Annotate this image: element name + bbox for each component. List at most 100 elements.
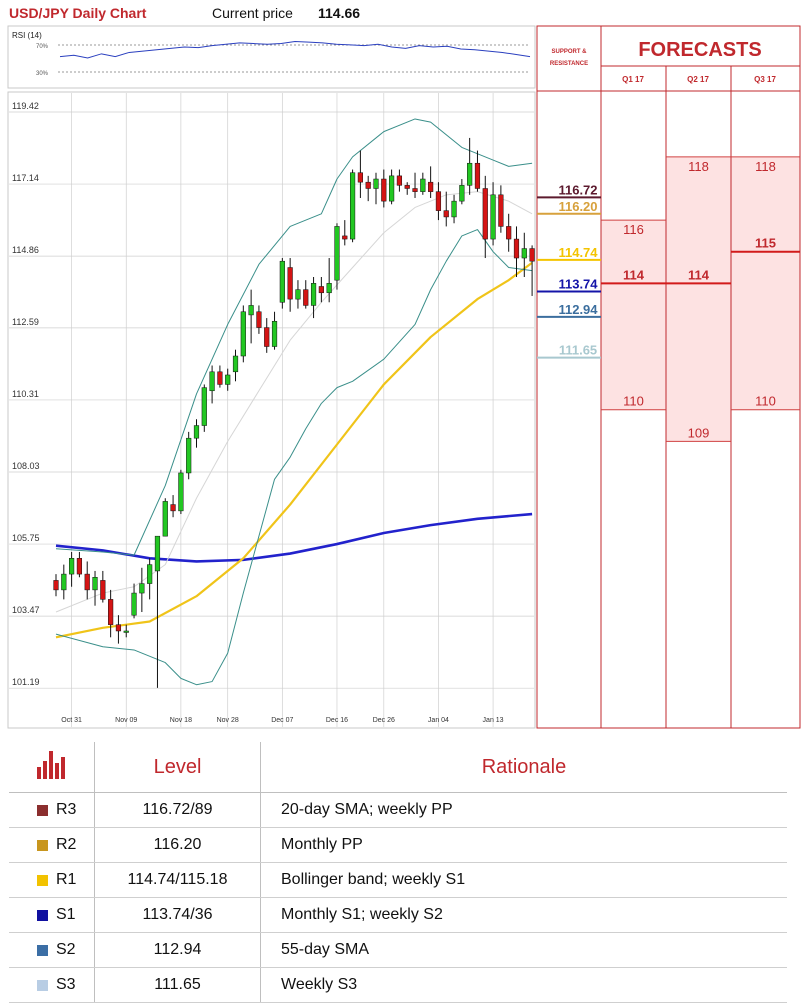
candle-body xyxy=(451,200,457,218)
candle xyxy=(381,169,387,208)
candle xyxy=(154,535,161,688)
bar-chart-icon xyxy=(36,751,65,779)
candle xyxy=(76,551,83,578)
x-tick-label: Nov 18 xyxy=(170,717,192,724)
table-row: R3 116.72/89 20-day SMA; weekly PP xyxy=(9,792,787,828)
sr-level-label: 116.72 xyxy=(558,182,597,197)
row-level: 113.74/36 xyxy=(94,897,261,933)
candle xyxy=(451,194,457,224)
chart-area: USD/JPY Daily Chart Current price 114.66… xyxy=(7,5,801,729)
candle-body xyxy=(373,178,379,189)
y-tick-label: 108.03 xyxy=(12,461,40,471)
candle xyxy=(232,349,239,382)
candle xyxy=(365,175,371,202)
candle-body xyxy=(467,162,473,186)
rsi-label: RSI (14) xyxy=(12,31,42,40)
candle xyxy=(287,258,293,312)
candle xyxy=(420,172,426,195)
candle-body xyxy=(92,577,98,591)
y-tick-label: 101.19 xyxy=(12,677,40,687)
row-rationale: Monthly S1; weekly S2 xyxy=(260,897,787,933)
row-label: R2 xyxy=(56,836,77,853)
candle-body xyxy=(115,624,122,632)
candle xyxy=(240,305,246,363)
candle xyxy=(92,570,98,606)
row-label: S1 xyxy=(56,906,76,923)
candle-body xyxy=(154,535,161,572)
x-tick-label: Oct 31 xyxy=(61,717,82,724)
candle-body xyxy=(357,172,363,183)
candle-body xyxy=(100,580,106,600)
candle-body xyxy=(443,210,449,218)
candle xyxy=(326,258,332,303)
y-tick-labels: 119.42 117.14 114.86 112.59 110.31 108.03 105.… xyxy=(12,101,40,687)
rationale-header: Rationale xyxy=(260,742,787,793)
candle-body xyxy=(193,425,200,439)
row-rationale: Monthly PP xyxy=(260,827,787,863)
series-line xyxy=(55,118,533,556)
x-tick-label: Dec 16 xyxy=(326,717,348,724)
forecasts-title: FORECASTS xyxy=(638,39,761,61)
row-rationale: Bollinger band; weekly S1 xyxy=(260,862,787,898)
candle xyxy=(521,232,527,277)
swatch-s1 xyxy=(37,909,48,921)
candle xyxy=(357,150,363,198)
candle-body xyxy=(513,238,520,259)
candle-body xyxy=(326,283,332,294)
candle-body xyxy=(162,501,168,537)
candle xyxy=(443,191,449,227)
candle-body xyxy=(482,188,488,240)
table-header-icon-cell xyxy=(9,742,95,793)
sr-levels: 116.72 116.20 114.74 113.74 112.94 111.65 xyxy=(537,182,601,359)
sr-label-1: SUPPORT & xyxy=(551,49,587,55)
candle-body xyxy=(232,355,239,373)
row-label: R3 xyxy=(56,801,77,818)
candle xyxy=(123,624,129,638)
price-value: 114.66 xyxy=(318,5,360,21)
candle xyxy=(115,615,122,644)
candle-body xyxy=(287,267,293,300)
candle xyxy=(389,169,395,205)
candle-layer xyxy=(53,137,535,688)
candle-body xyxy=(240,311,246,357)
candle-body xyxy=(76,558,83,575)
candle xyxy=(256,305,262,334)
forecast-low-label: 110 xyxy=(623,394,644,409)
y-tick-label: 105.75 xyxy=(12,533,40,543)
candle-body xyxy=(178,472,184,512)
candle-body xyxy=(303,289,309,306)
candle xyxy=(264,318,270,353)
series-line xyxy=(55,261,533,639)
candle-body xyxy=(123,630,129,633)
y-tick-label: 117.14 xyxy=(12,173,39,183)
candle-body xyxy=(264,327,270,347)
candle xyxy=(271,311,278,350)
candle-body xyxy=(498,194,504,227)
candle xyxy=(201,384,207,432)
x-tick-labels: Oct 31 Nov 09 Nov 18 Nov 28 Dec 07 Dec 16 Dec … xyxy=(61,717,503,724)
swatch-r2 xyxy=(37,839,48,851)
y-tick-label: 114.86 xyxy=(12,245,39,255)
row-label: R1 xyxy=(56,871,77,888)
y-tick-label: 119.42 xyxy=(12,101,39,111)
row-level: 111.65 xyxy=(94,967,261,1003)
swatch-r3 xyxy=(37,804,48,816)
row-rationale: 55-day SMA xyxy=(260,932,787,968)
table-row: R2 116.20 Monthly PP xyxy=(9,827,787,863)
col-header-q1: Q1 17 xyxy=(622,75,644,84)
candle xyxy=(295,280,301,309)
candle xyxy=(61,564,67,600)
candle xyxy=(139,567,145,613)
col-header-q3: Q3 17 xyxy=(754,75,776,84)
row-rationale: Weekly S3 xyxy=(260,967,787,1003)
candle xyxy=(513,226,520,277)
sr-level-label: 114.74 xyxy=(558,245,598,260)
candle-body xyxy=(381,178,387,202)
candle xyxy=(193,419,200,448)
candle xyxy=(84,561,90,600)
candle xyxy=(310,276,317,319)
candle xyxy=(435,182,442,221)
candle xyxy=(396,169,403,192)
candle xyxy=(529,245,535,296)
candle xyxy=(69,551,75,587)
